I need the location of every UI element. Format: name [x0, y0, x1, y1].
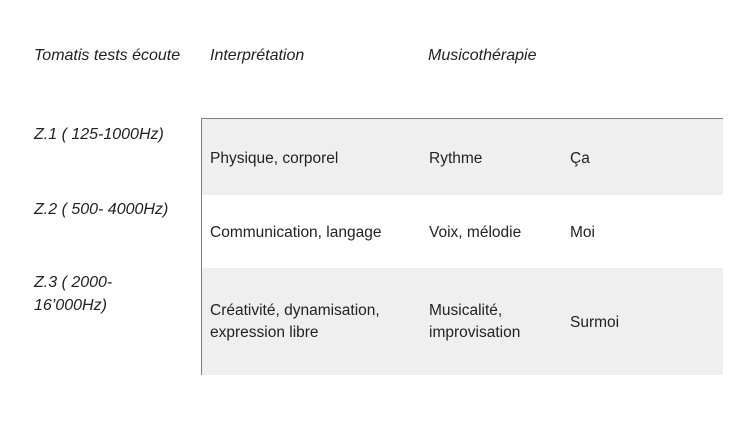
table-row-band-3: [202, 268, 723, 375]
table-cell-interpretation-3: Créativité, dynamisation, expression lib…: [210, 302, 380, 341]
header-musicotherapie: Musicothérapie: [428, 47, 537, 64]
table-cell-musicotherapie-1: Rythme: [429, 150, 483, 167]
table-cell-interpretation-1: Physique, corporel: [210, 150, 339, 167]
table-cell-musicotherapie-3: Musicalité, improvisation: [429, 302, 521, 341]
table-cell-musicotherapie-2: Voix, mélodie: [429, 224, 522, 241]
table-cell-instance-3: Surmoi: [570, 314, 620, 331]
header-tomatis-tests: Tomatis tests écoute: [34, 47, 181, 64]
header-divider: [201, 118, 723, 119]
table-cell-instance-1: Ça: [570, 150, 590, 167]
table-cell-interpretation-2: Communication, langage: [210, 224, 382, 241]
zone-label-1: Z.1 ( 125-1000Hz): [34, 126, 164, 143]
column-divider: [201, 119, 202, 375]
table-row-band-1: [202, 119, 723, 195]
zone-label-2: Z.2 ( 500- 4000Hz): [34, 201, 169, 218]
zone-label-3: Z.3 ( 2000- 16’000Hz): [34, 274, 113, 314]
table-cell-instance-2: Moi: [570, 224, 595, 241]
header-interpretation: Interprétation: [210, 47, 305, 64]
